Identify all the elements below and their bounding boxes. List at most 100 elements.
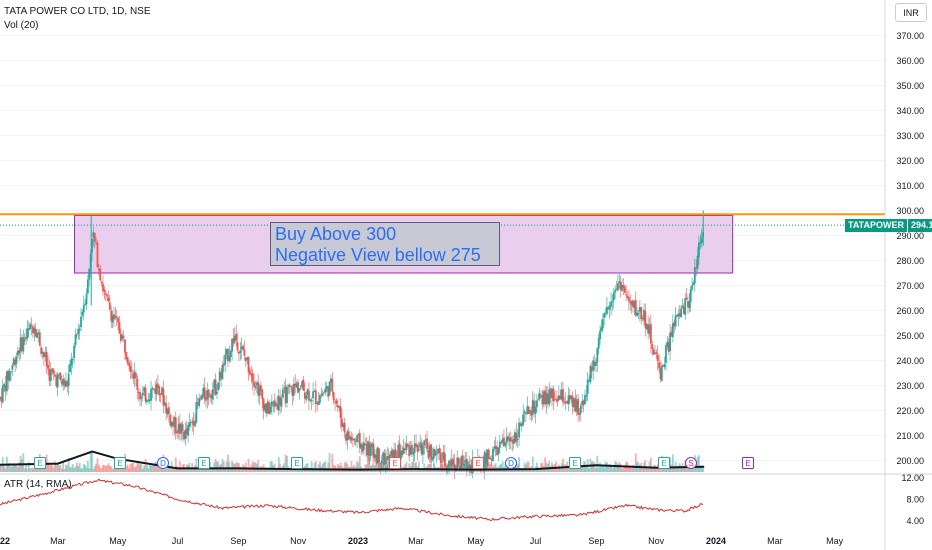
candle-body (487, 449, 490, 459)
volume-bar (669, 457, 671, 472)
time-tick-label: Jul (530, 536, 542, 546)
volume-bar (200, 467, 203, 472)
volume-bar (463, 464, 466, 472)
volume-bar (58, 465, 60, 472)
event-marker-d[interactable]: D (157, 457, 169, 469)
volume-bar (305, 463, 308, 472)
candle-body (181, 424, 184, 431)
candle-body (365, 444, 368, 456)
event-marker-e[interactable]: E (34, 457, 46, 469)
volume-bar (433, 463, 435, 472)
volume-bar (412, 461, 415, 472)
volume-bar (663, 468, 666, 472)
candle-body (523, 411, 526, 414)
candle-body (516, 438, 519, 440)
candle-body (456, 457, 459, 468)
candle-body (514, 432, 516, 443)
volume-bar (110, 466, 113, 472)
last-price-symbol: TATAPOWER (845, 219, 907, 232)
candle-body (1, 385, 4, 403)
candle-body (391, 450, 394, 463)
candle-body (70, 358, 73, 366)
volume-bar (592, 461, 595, 472)
volume-bar (314, 460, 317, 472)
candle-body (154, 388, 157, 394)
candle-body (563, 402, 566, 404)
atr-axis[interactable]: 4.00 8.00 12.00 (901, 473, 924, 526)
volume-bar (12, 465, 15, 472)
event-marker-e[interactable]: E (472, 457, 484, 469)
volume-bar (81, 468, 84, 472)
candle-body (16, 350, 19, 356)
event-marker-e[interactable]: E (291, 457, 303, 469)
candle-body (548, 389, 551, 405)
price-axis[interactable]: 200.00 210.00 220.00 230.00 240.00 250.00 260.… (896, 31, 924, 466)
candle-body (240, 346, 243, 350)
volume-bar (428, 464, 431, 472)
candle-body (231, 338, 233, 352)
candle-body (559, 395, 562, 400)
volume-bar (595, 468, 597, 472)
volume-bar (96, 458, 99, 472)
candle-body (317, 401, 320, 405)
candle-body (37, 332, 40, 334)
event-marker-s[interactable]: S (685, 457, 697, 469)
event-marker-e[interactable]: E (198, 457, 210, 469)
annotation-note[interactable]: Buy Above 300 Negative View bellow 275 (270, 222, 500, 266)
candle-body (89, 253, 92, 271)
volume-bar (702, 466, 704, 472)
candle-body (560, 390, 563, 400)
volume-bar (33, 467, 36, 472)
candle-body (503, 437, 505, 447)
candle-body (389, 454, 391, 458)
event-marker-e[interactable]: E (742, 457, 754, 469)
candle-body (69, 363, 71, 373)
volume-bar (125, 466, 128, 472)
event-marker-d[interactable]: D (505, 457, 517, 469)
candle-body (97, 268, 100, 271)
volume-bar (673, 466, 676, 472)
volume-bar (652, 465, 655, 472)
volume-bar (249, 468, 251, 472)
event-marker-e[interactable]: E (569, 457, 581, 469)
candle-body (75, 334, 78, 336)
candle-body (665, 345, 667, 363)
atr-legend[interactable]: ATR (14, RMA) (4, 479, 72, 490)
volume-bar (617, 464, 619, 472)
volume-bar (16, 467, 19, 472)
candle-body (254, 385, 257, 388)
candle-body (699, 241, 702, 244)
volume-bar (345, 461, 347, 472)
volume-legend[interactable]: Vol (20) (4, 20, 39, 31)
candle-body (60, 380, 63, 384)
event-marker-e[interactable]: E (658, 457, 670, 469)
currency-button[interactable]: INR (895, 3, 927, 22)
candle-body (174, 417, 177, 434)
time-axis[interactable]: 2022 Mar May Jul Sep Nov 2023 Mar May Jul Sep Nov 20… (0, 536, 844, 546)
volume-bar (247, 459, 250, 472)
volume-bar (192, 467, 195, 472)
candle-body (457, 457, 460, 465)
event-marker-e[interactable]: E (389, 457, 401, 469)
candle-body (553, 399, 556, 401)
candle-body (213, 379, 216, 389)
volume-bar (244, 462, 247, 472)
candle-body (56, 374, 59, 388)
candle-body (600, 327, 603, 332)
candle-body (170, 421, 173, 427)
candle-body (376, 447, 379, 464)
symbol-legend[interactable]: TATA POWER CO LTD, 1D, NSE (4, 6, 151, 17)
candle-body (319, 395, 321, 403)
volume-bar (382, 461, 385, 472)
volume-bar (140, 462, 143, 472)
candle-body (357, 434, 360, 436)
event-marker-e[interactable]: E (114, 457, 126, 469)
candle-body (113, 314, 115, 320)
volume-bar (621, 468, 623, 472)
candle-body (220, 372, 222, 379)
volume-bar (59, 465, 62, 472)
candle-body (114, 316, 117, 318)
candle-body (608, 305, 611, 310)
